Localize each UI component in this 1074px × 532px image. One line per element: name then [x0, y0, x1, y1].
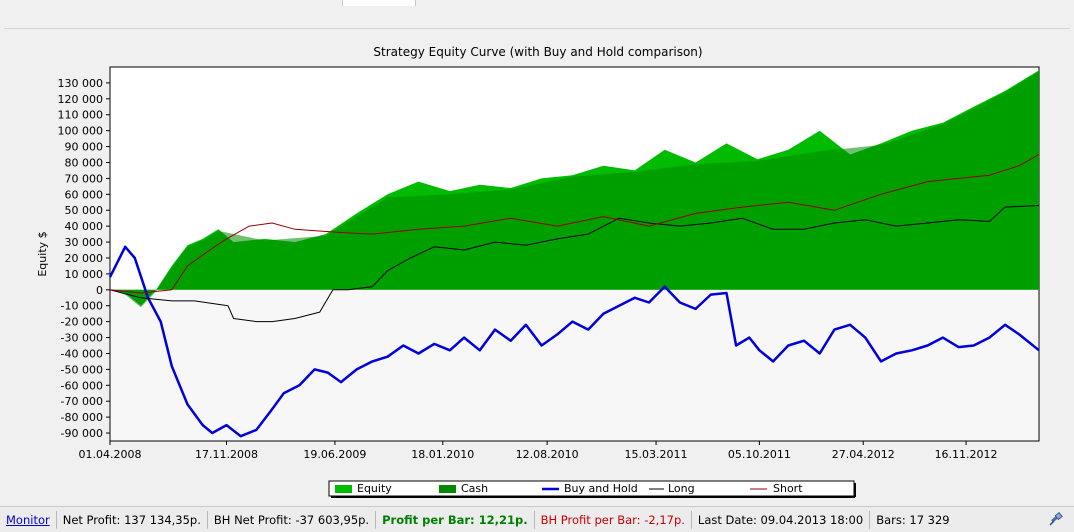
y-tick-label: 30 000 [65, 236, 104, 249]
x-tick-label: 27.04.2012 [832, 448, 895, 461]
legend-label-equity: Equity [357, 482, 392, 495]
bh-net-profit: BH Net Profit: -37 603,95р. [208, 510, 377, 529]
y-tick-label: -30 000 [61, 332, 103, 345]
legend-label-short: Short [773, 482, 803, 495]
y-tick-label: -90 000 [61, 427, 103, 440]
series-line-long [109, 205, 1040, 323]
y-tick-label: 0 [96, 284, 103, 297]
y-tick-label: 40 000 [65, 220, 104, 233]
series-area-cash [110, 71, 1039, 308]
chart-legend: Equity Cash Buy and Hold Long Short [328, 480, 856, 498]
x-axis: 01.04.2008 17.11.2008 19.06.2009 18.01.2010… [79, 441, 998, 461]
x-tick-label: 19.06.2009 [303, 448, 366, 461]
y-tick-label: 130 000 [58, 77, 104, 90]
y-tick-label: 80 000 [65, 156, 104, 169]
y-tick-label: 20 000 [65, 252, 104, 265]
x-tick-label: 16.11.2012 [935, 448, 998, 461]
negative-region-background [111, 289, 1038, 440]
y-tick-label: 10 000 [65, 268, 104, 281]
series-line-short [109, 154, 1040, 294]
y-tick-label: 110 000 [58, 109, 104, 122]
x-tick-label: 15.03.2011 [625, 448, 688, 461]
net-profit: Net Profit: 137 134,35р. [57, 510, 208, 529]
legend-swatch-cash [439, 485, 456, 493]
y-tick-label: 120 000 [58, 93, 104, 106]
y-axis-label: Equity $ [36, 231, 49, 276]
document-tab-edge[interactable] [342, 0, 416, 6]
series-line-buy-and-hold [108, 245, 1040, 438]
last-date: Last Date: 09.04.2013 18:00 [692, 510, 871, 529]
y-tick-label: -80 000 [61, 411, 103, 424]
y-tick-label: 90 000 [65, 141, 104, 154]
bh-profit-per-bar: BH Profit per Bar: -2,17р. [535, 510, 692, 529]
status-bar: Monitor Net Profit: 137 134,35р. BH Net … [0, 506, 1074, 532]
x-tick-label: 01.04.2008 [79, 448, 142, 461]
legend-swatch-equity [335, 485, 352, 493]
legend-label-cash: Cash [461, 482, 488, 495]
x-tick-label: 05.10.2011 [728, 448, 791, 461]
y-axis: 130 000 120 000 110 000 100 000 90 000 80 000… [58, 77, 110, 440]
monitor-link[interactable]: Monitor [0, 510, 57, 529]
y-tick-label: -40 000 [61, 347, 103, 360]
equity-chart: Strategy Equity Curve (with Buy and Hold… [36, 45, 1040, 498]
legend-label-long: Long [668, 482, 695, 495]
satellite-icon[interactable] [1048, 511, 1066, 527]
bars-count: Bars: 17 329 [876, 512, 950, 527]
negative-region-shade [111, 289, 1038, 440]
y-tick-label: -20 000 [61, 316, 103, 329]
chart-title: Strategy Equity Curve (with Buy and Hold… [373, 45, 702, 59]
y-tick-label: 50 000 [65, 204, 104, 217]
x-tick-label: 17.11.2008 [195, 448, 258, 461]
y-tick-label: -70 000 [61, 395, 103, 408]
x-tick-label: 18.01.2010 [411, 448, 474, 461]
area-series-layer [110, 70, 1039, 308]
y-tick-label: -50 000 [61, 363, 103, 376]
line-series-layer [108, 154, 1040, 438]
y-tick-label: 60 000 [65, 188, 104, 201]
y-tick-label: -60 000 [61, 379, 103, 392]
y-tick-label: 100 000 [58, 125, 104, 138]
y-tick-label: -10 000 [61, 300, 103, 313]
profit-per-bar: Profit per Bar: 12,21р. [376, 510, 535, 529]
y-tick-label: 70 000 [65, 172, 104, 185]
legend-label-buy-and-hold: Buy and Hold [564, 482, 638, 495]
equity-chart-panel: Strategy Equity Curve (with Buy and Hold… [4, 28, 1070, 503]
x-tick-label: 12.08.2010 [516, 448, 579, 461]
